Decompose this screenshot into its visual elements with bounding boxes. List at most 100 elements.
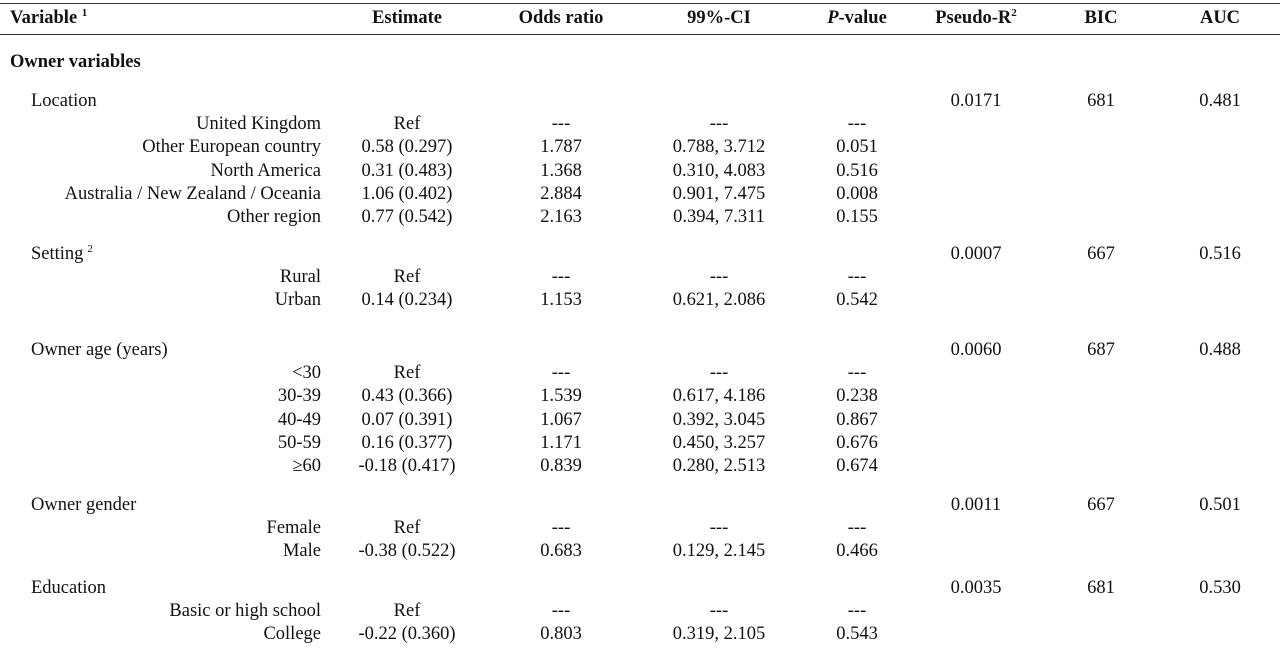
group-label-text: Setting bbox=[31, 244, 84, 264]
cell-label: Male bbox=[282, 541, 321, 562]
group-auc: 0.481 bbox=[1199, 91, 1241, 111]
cell-odds-ratio: 2.884 bbox=[540, 183, 582, 204]
cell-odds-ratio: 2.163 bbox=[540, 207, 582, 227]
cell-p: 0.674 bbox=[836, 456, 878, 476]
header-ci: 99%-CI bbox=[687, 8, 751, 28]
group-pseudo-r2: 0.0007 bbox=[950, 244, 1002, 264]
cell-odds-ratio: --- bbox=[551, 518, 571, 539]
cell-label: Rural bbox=[279, 267, 321, 288]
cell-label: Basic or high school bbox=[169, 601, 321, 622]
cell-odds-ratio: 1.539 bbox=[540, 386, 582, 407]
header-pseudo-r2-sup: 2 bbox=[1011, 6, 1017, 19]
cell-estimate: -0.22 (0.360) bbox=[358, 624, 456, 645]
group-label: Education bbox=[31, 577, 106, 599]
group-label: Setting 2 bbox=[31, 243, 93, 265]
cell-label: North America bbox=[210, 160, 321, 181]
cell-estimate: Ref bbox=[393, 267, 421, 288]
header-variable-footnote: 1 bbox=[81, 6, 88, 19]
group-auc: 0.501 bbox=[1199, 495, 1241, 515]
cell-ci: 0.129, 2.145 bbox=[672, 541, 766, 562]
header-auc: AUC bbox=[1199, 8, 1241, 28]
header-pvalue: P-value bbox=[827, 7, 887, 29]
cell-ci: --- bbox=[709, 114, 729, 135]
group-label: Owner age (years) bbox=[31, 339, 168, 361]
cell-estimate: -0.38 (0.522) bbox=[358, 541, 456, 562]
cell-p: 0.466 bbox=[836, 541, 878, 562]
cell-p: 0.542 bbox=[836, 290, 878, 311]
group-label: Owner gender bbox=[31, 494, 136, 516]
header-variable-label: Variable bbox=[10, 8, 78, 28]
cell-ci: 0.450, 3.257 bbox=[672, 432, 766, 453]
group-label-text: Owner age (years) bbox=[31, 340, 168, 360]
group-label: Location bbox=[31, 90, 97, 112]
cell-odds-ratio: --- bbox=[551, 363, 571, 384]
cell-label: 30-39 bbox=[277, 386, 321, 407]
group-bic: 667 bbox=[1087, 495, 1115, 515]
cell-p: 0.008 bbox=[836, 183, 878, 204]
cell-label: United Kingdom bbox=[196, 114, 321, 135]
cell-p: 0.238 bbox=[836, 386, 878, 407]
header-estimate: Estimate bbox=[372, 8, 442, 28]
group-auc: 0.516 bbox=[1199, 244, 1241, 264]
cell-p: 0.543 bbox=[836, 624, 878, 645]
header-variable: Variable 1 bbox=[10, 7, 87, 29]
cell-estimate: Ref bbox=[393, 114, 421, 135]
cell-label: ≥60 bbox=[292, 456, 321, 476]
cell-estimate: Ref bbox=[393, 518, 421, 539]
cell-label: Urban bbox=[274, 290, 321, 311]
cell-label: Female bbox=[266, 518, 321, 539]
header-odds-ratio: Odds ratio bbox=[518, 8, 604, 28]
group-pseudo-r2: 0.0011 bbox=[950, 495, 1002, 515]
cell-ci: 0.788, 3.712 bbox=[672, 137, 766, 158]
cell-label: Other region bbox=[226, 207, 321, 227]
cell-odds-ratio: --- bbox=[551, 601, 571, 622]
cell-ci: 0.280, 2.513 bbox=[672, 456, 766, 476]
cell-label: College bbox=[263, 624, 321, 645]
group-bic: 681 bbox=[1087, 91, 1115, 111]
cell-ci: --- bbox=[709, 267, 729, 288]
group-label-text: Owner gender bbox=[31, 495, 137, 515]
cell-ci: 0.392, 3.045 bbox=[672, 409, 766, 430]
cell-estimate: 0.77 (0.542) bbox=[361, 207, 453, 227]
cell-estimate: 0.07 (0.391) bbox=[361, 409, 453, 430]
cell-odds-ratio: 0.839 bbox=[540, 456, 582, 476]
cell-estimate: Ref bbox=[393, 363, 421, 384]
header-pseudo-r2-label: Pseudo-R bbox=[935, 8, 1012, 28]
cell-p: 0.051 bbox=[836, 137, 878, 158]
cell-label: Other European country bbox=[142, 137, 321, 158]
group-pseudo-r2: 0.0171 bbox=[950, 91, 1002, 111]
group-pseudo-r2: 0.0035 bbox=[950, 578, 1002, 598]
cell-p: --- bbox=[847, 267, 867, 288]
cell-estimate: 0.43 (0.366) bbox=[361, 386, 453, 407]
top-rule bbox=[0, 3, 1280, 4]
cell-p: 0.516 bbox=[836, 160, 878, 181]
cell-estimate: 0.31 (0.483) bbox=[361, 160, 453, 181]
group-bic: 687 bbox=[1087, 340, 1115, 360]
group-label-footnote: 2 bbox=[87, 242, 93, 255]
cell-ci: --- bbox=[709, 518, 729, 539]
header-rule bbox=[0, 34, 1280, 35]
cell-odds-ratio: 1.787 bbox=[540, 137, 582, 158]
cell-label: Australia / New Zealand / Oceania bbox=[64, 183, 321, 204]
cell-label: 40-49 bbox=[277, 409, 321, 430]
header-pseudo-r2: Pseudo-R2 bbox=[935, 7, 1017, 29]
cell-estimate: 0.14 (0.234) bbox=[361, 290, 453, 311]
cell-ci: --- bbox=[709, 363, 729, 384]
cell-p: --- bbox=[847, 363, 867, 384]
cell-ci: 0.310, 4.083 bbox=[672, 160, 766, 181]
group-auc: 0.488 bbox=[1199, 340, 1241, 360]
cell-odds-ratio: --- bbox=[551, 114, 571, 135]
cell-label: <30 bbox=[292, 363, 321, 384]
header-pvalue-rest: -value bbox=[838, 8, 887, 28]
cell-estimate: -0.18 (0.417) bbox=[358, 456, 456, 476]
cell-odds-ratio: 1.153 bbox=[540, 290, 582, 311]
cell-odds-ratio: 0.803 bbox=[540, 624, 582, 645]
cell-ci: 0.621, 2.086 bbox=[672, 290, 766, 311]
cell-ci: --- bbox=[709, 601, 729, 622]
group-bic: 667 bbox=[1087, 244, 1115, 264]
group-label-text: Location bbox=[31, 91, 97, 111]
cell-odds-ratio: 1.067 bbox=[540, 409, 582, 430]
cell-estimate: 1.06 (0.402) bbox=[361, 183, 453, 204]
cell-ci: 0.901, 7.475 bbox=[672, 183, 766, 204]
cell-estimate: Ref bbox=[393, 601, 421, 622]
